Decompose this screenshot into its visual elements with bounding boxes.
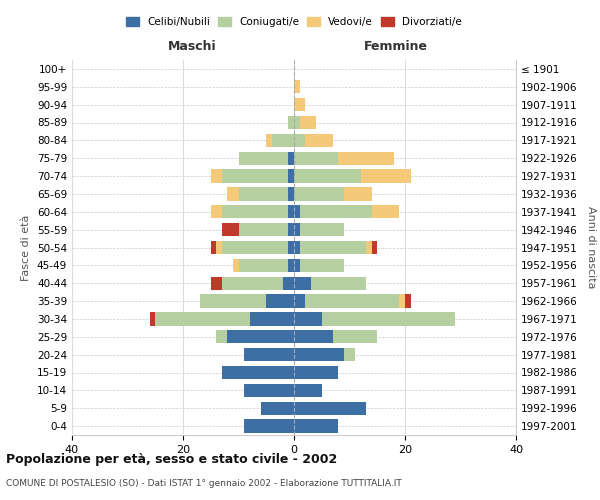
Bar — [250, 312, 294, 326]
Bar — [344, 348, 355, 362]
Bar — [305, 134, 333, 147]
Bar — [294, 205, 299, 218]
Bar — [239, 187, 289, 200]
Bar — [149, 312, 155, 326]
Bar — [289, 170, 294, 183]
Bar — [289, 152, 294, 165]
Bar — [266, 134, 272, 147]
Bar — [294, 116, 299, 129]
Bar — [294, 330, 333, 344]
Bar — [322, 312, 455, 326]
Bar — [233, 258, 239, 272]
Bar — [289, 241, 294, 254]
Bar — [294, 98, 305, 112]
Bar — [294, 80, 299, 94]
Bar — [372, 205, 400, 218]
Bar — [294, 384, 322, 397]
Bar — [227, 187, 239, 200]
Bar — [216, 241, 222, 254]
Y-axis label: Fasce di età: Fasce di età — [22, 214, 31, 280]
Bar — [294, 223, 299, 236]
Bar — [294, 258, 299, 272]
Bar — [400, 294, 405, 308]
Bar — [366, 241, 372, 254]
Bar — [222, 276, 283, 290]
Bar — [266, 294, 294, 308]
Bar — [239, 258, 289, 272]
Bar — [294, 348, 344, 362]
Bar — [299, 223, 344, 236]
Bar — [294, 241, 299, 254]
Bar — [294, 134, 305, 147]
Bar — [289, 187, 294, 200]
Bar — [361, 170, 410, 183]
Bar — [222, 366, 294, 379]
Bar — [299, 116, 316, 129]
Bar — [272, 134, 294, 147]
Bar — [294, 402, 366, 415]
Bar — [311, 276, 366, 290]
Bar — [299, 258, 344, 272]
Bar — [299, 241, 366, 254]
Bar — [239, 223, 289, 236]
Bar — [405, 294, 410, 308]
Bar — [333, 330, 377, 344]
Bar — [294, 170, 361, 183]
Bar — [244, 384, 294, 397]
Bar — [260, 402, 294, 415]
Text: Maschi: Maschi — [167, 40, 216, 52]
Bar — [244, 348, 294, 362]
Bar — [211, 241, 216, 254]
Bar — [283, 276, 294, 290]
Bar — [294, 420, 338, 433]
Bar — [344, 187, 372, 200]
Bar — [294, 276, 311, 290]
Bar — [200, 294, 266, 308]
Bar — [222, 170, 289, 183]
Bar — [222, 241, 289, 254]
Bar — [211, 205, 222, 218]
Legend: Celibi/Nubili, Coniugati/e, Vedovi/e, Divorziati/e: Celibi/Nubili, Coniugati/e, Vedovi/e, Di… — [122, 12, 466, 32]
Bar — [289, 205, 294, 218]
Bar — [294, 366, 338, 379]
Text: Femmine: Femmine — [364, 40, 428, 52]
Bar — [216, 330, 227, 344]
Bar — [289, 116, 294, 129]
Bar — [222, 223, 239, 236]
Bar — [289, 258, 294, 272]
Bar — [211, 276, 222, 290]
Bar — [372, 241, 377, 254]
Bar — [294, 152, 338, 165]
Text: Popolazione per età, sesso e stato civile - 2002: Popolazione per età, sesso e stato civil… — [6, 452, 337, 466]
Bar — [222, 205, 289, 218]
Bar — [299, 205, 372, 218]
Y-axis label: Anni di nascita: Anni di nascita — [586, 206, 596, 289]
Bar — [155, 312, 250, 326]
Bar — [244, 420, 294, 433]
Bar — [294, 294, 305, 308]
Bar — [211, 170, 222, 183]
Bar — [294, 312, 322, 326]
Bar — [239, 152, 289, 165]
Text: COMUNE DI POSTALESIO (SO) - Dati ISTAT 1° gennaio 2002 - Elaborazione TUTTITALIA: COMUNE DI POSTALESIO (SO) - Dati ISTAT 1… — [6, 479, 402, 488]
Bar — [294, 187, 344, 200]
Bar — [338, 152, 394, 165]
Bar — [227, 330, 294, 344]
Bar — [289, 223, 294, 236]
Bar — [305, 294, 400, 308]
